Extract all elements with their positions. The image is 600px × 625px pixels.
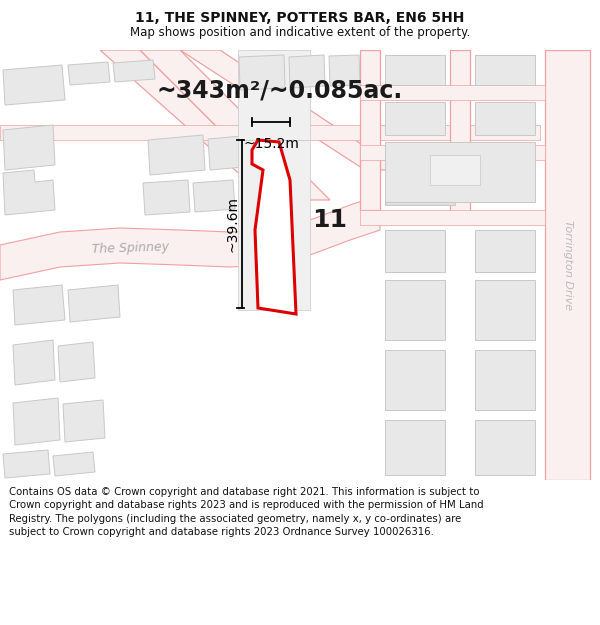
Polygon shape bbox=[360, 50, 380, 210]
Text: Map shows position and indicative extent of the property.: Map shows position and indicative extent… bbox=[130, 26, 470, 39]
Polygon shape bbox=[430, 155, 480, 185]
Polygon shape bbox=[238, 50, 310, 140]
Polygon shape bbox=[100, 50, 290, 210]
Text: Contains OS data © Crown copyright and database right 2021. This information is : Contains OS data © Crown copyright and d… bbox=[9, 487, 484, 537]
Polygon shape bbox=[329, 55, 360, 86]
Polygon shape bbox=[545, 50, 590, 480]
Polygon shape bbox=[450, 50, 470, 220]
Polygon shape bbox=[63, 400, 105, 442]
Polygon shape bbox=[180, 50, 400, 170]
Text: 11: 11 bbox=[313, 208, 347, 232]
Polygon shape bbox=[252, 140, 296, 314]
Polygon shape bbox=[143, 180, 190, 215]
Polygon shape bbox=[475, 350, 535, 410]
Polygon shape bbox=[385, 142, 535, 202]
Polygon shape bbox=[289, 55, 325, 88]
Polygon shape bbox=[475, 102, 535, 135]
Polygon shape bbox=[58, 342, 95, 382]
Polygon shape bbox=[148, 135, 205, 175]
Text: Torrington Drive: Torrington Drive bbox=[563, 220, 573, 310]
Polygon shape bbox=[53, 452, 95, 476]
Polygon shape bbox=[475, 230, 535, 272]
Polygon shape bbox=[385, 420, 445, 475]
Text: 11, THE SPINNEY, POTTERS BAR, EN6 5HH: 11, THE SPINNEY, POTTERS BAR, EN6 5HH bbox=[136, 11, 464, 25]
Polygon shape bbox=[239, 55, 285, 90]
Polygon shape bbox=[475, 420, 535, 475]
Text: ~39.6m: ~39.6m bbox=[225, 196, 239, 252]
Polygon shape bbox=[68, 285, 120, 322]
Polygon shape bbox=[475, 280, 535, 340]
Polygon shape bbox=[68, 62, 110, 85]
Polygon shape bbox=[385, 145, 455, 205]
Polygon shape bbox=[385, 350, 445, 410]
Polygon shape bbox=[385, 230, 445, 272]
Text: The Spinney: The Spinney bbox=[91, 240, 169, 256]
Polygon shape bbox=[13, 285, 65, 325]
Polygon shape bbox=[3, 170, 55, 215]
Polygon shape bbox=[193, 180, 235, 212]
Polygon shape bbox=[3, 125, 55, 170]
Polygon shape bbox=[0, 125, 540, 140]
Polygon shape bbox=[360, 210, 545, 225]
Polygon shape bbox=[385, 280, 445, 340]
Text: ~15.2m: ~15.2m bbox=[243, 137, 299, 151]
Polygon shape bbox=[208, 135, 255, 170]
Polygon shape bbox=[13, 340, 55, 385]
Polygon shape bbox=[0, 195, 380, 280]
Polygon shape bbox=[385, 102, 445, 135]
Polygon shape bbox=[13, 398, 60, 445]
Polygon shape bbox=[238, 140, 310, 310]
Text: ~343m²/~0.085ac.: ~343m²/~0.085ac. bbox=[157, 78, 403, 102]
Polygon shape bbox=[360, 85, 545, 100]
Polygon shape bbox=[3, 65, 65, 105]
Polygon shape bbox=[385, 55, 445, 85]
Polygon shape bbox=[140, 50, 330, 200]
Polygon shape bbox=[3, 450, 50, 478]
Polygon shape bbox=[385, 145, 455, 205]
Polygon shape bbox=[113, 60, 155, 82]
Polygon shape bbox=[475, 55, 535, 85]
Polygon shape bbox=[360, 145, 545, 160]
